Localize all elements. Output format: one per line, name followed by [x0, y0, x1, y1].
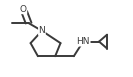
Text: N: N: [39, 26, 45, 35]
Text: O: O: [20, 5, 27, 14]
Text: HN: HN: [76, 37, 90, 46]
